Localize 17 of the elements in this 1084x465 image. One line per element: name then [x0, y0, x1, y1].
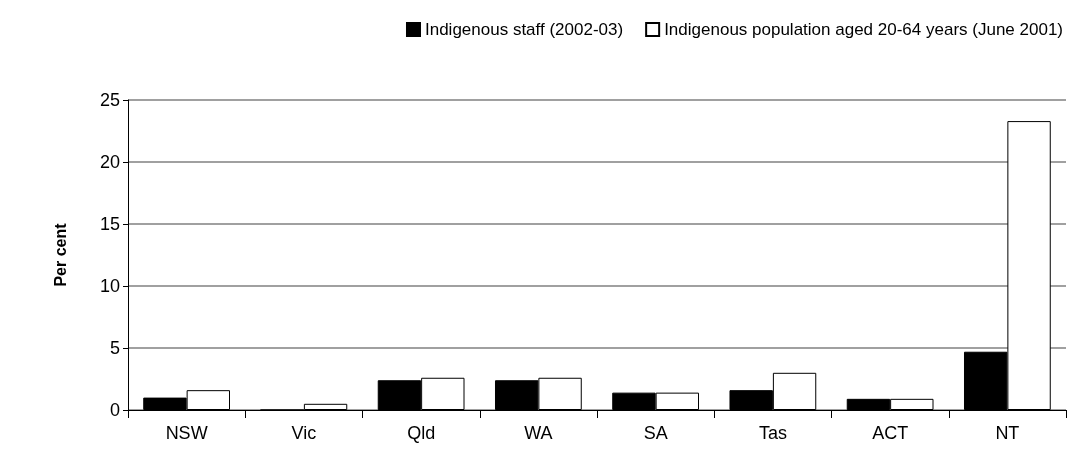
x-tick-label: WA	[524, 423, 553, 443]
x-tick-label: ACT	[872, 423, 909, 443]
x-tick-label: SA	[643, 423, 668, 443]
x-tick-label: Tas	[758, 423, 787, 443]
x-tick-label: NSW	[165, 423, 208, 443]
x-tick-label: NT	[995, 423, 1020, 443]
y-tick-label: 20	[99, 152, 120, 172]
x-tick-label: Vic	[291, 423, 317, 443]
y-tick-label: 0	[109, 400, 120, 420]
y-axis-title: Per cent	[51, 222, 69, 287]
legend-label: Indigenous population aged 20-64 years (June 2001)	[664, 20, 1064, 39]
x-tick-label: Qld	[407, 423, 436, 443]
legend-label: Indigenous staff (2002-03)	[424, 20, 624, 39]
y-tick-label: 5	[109, 338, 120, 358]
y-tick-label: 15	[99, 214, 120, 234]
y-tick-label: 25	[99, 90, 120, 110]
y-tick-label: 10	[99, 276, 120, 296]
